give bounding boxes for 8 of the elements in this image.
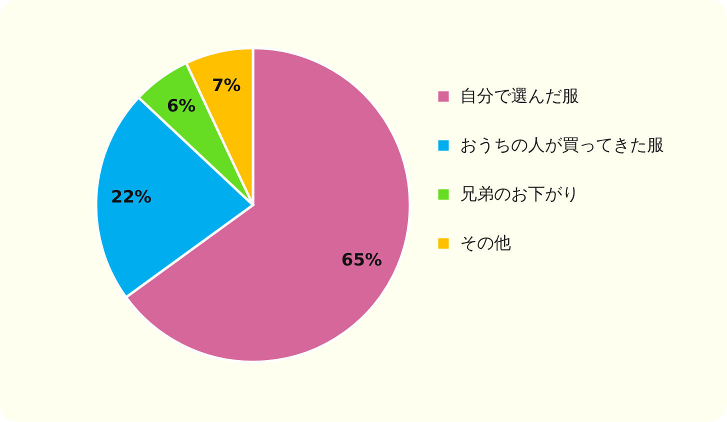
data-label: 6% bbox=[166, 96, 196, 116]
data-label: 22% bbox=[110, 187, 152, 208]
legend-label: 兄弟のお下がり bbox=[460, 184, 579, 204]
legend-label: その他 bbox=[460, 234, 511, 254]
legend-label: 自分で選んだ服 bbox=[460, 86, 579, 106]
data-label: 7% bbox=[212, 76, 241, 96]
data-label: 65% bbox=[341, 250, 382, 270]
legend-label: おうちの人が買ってきた服 bbox=[460, 136, 664, 156]
